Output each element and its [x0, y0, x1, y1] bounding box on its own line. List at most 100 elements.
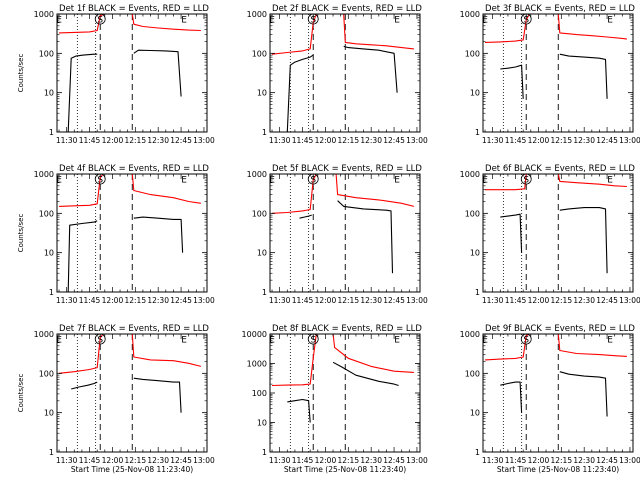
det6-x-tick-label: 11:45	[505, 296, 527, 305]
det6-events-series-segment-1	[500, 213, 523, 253]
det5-event-marker-circle	[307, 173, 319, 185]
det9-events-series-segment-2	[559, 371, 608, 417]
det7-lld-series-segment-1	[58, 333, 104, 374]
det1-x-tick-label: 12:30	[147, 136, 169, 145]
det1-x-tick-label: 11:30	[56, 136, 78, 145]
det3-x-tick-label: 12:00	[528, 136, 550, 145]
det8-x-tick-label: 12:15	[337, 456, 359, 465]
det7-x-tick-label: 11:45	[79, 456, 101, 465]
det6-event-marker-3: E	[607, 176, 613, 186]
det1-y-tick-label: 1	[49, 128, 54, 137]
det7-y-tick-label: 1000	[34, 330, 54, 339]
det1-x-tick-label: 11:45	[79, 136, 101, 145]
det7-y-tick-label: 10	[44, 409, 54, 418]
det8-chart-title: Det 8f BLACK = Events, RED = LLD	[272, 324, 422, 334]
det3-x-tick-label: 12:15	[550, 136, 572, 145]
det3-y-tick-label: 10	[470, 89, 480, 98]
det8-lld-series-segment-1	[271, 333, 317, 387]
det3-plot-frame	[482, 13, 634, 133]
det9-x-tick-label: 12:15	[550, 456, 572, 465]
det9-y-tick-label: 1000	[460, 330, 480, 339]
det9-x-tick-label: 12:45	[596, 456, 618, 465]
det2-x-tick-label: 13:00	[406, 136, 428, 145]
det8-x-tick-label: 11:30	[269, 456, 291, 465]
det9-y-tick-label: 100	[465, 369, 480, 378]
det6-event-marker-1: E	[482, 176, 488, 186]
det6-x-tick-label: 11:30	[482, 296, 504, 305]
det8-x-tick-label: 12:00	[315, 456, 337, 465]
det7-lld-series-segment-2	[131, 333, 202, 367]
det8-event-marker-1: E	[269, 336, 275, 346]
det8-y-tick-label: 100	[252, 389, 267, 398]
det5-event-marker-2: S	[310, 176, 316, 186]
det3-events-series-segment-2	[559, 53, 608, 99]
det3-event-marker-circle	[520, 13, 532, 25]
det1-x-tick-label: 12:15	[124, 136, 146, 145]
det5-chart-title: Det 5f BLACK = Events, RED = LLD	[272, 164, 422, 174]
det6-chart-title: Det 6f BLACK = Events, RED = LLD	[485, 164, 635, 174]
det3-y-tick-label: 1000	[460, 10, 480, 19]
det8-events-series-segment-1	[287, 398, 311, 423]
det6-y-tick-label: 10	[470, 249, 480, 258]
det5-plot-frame	[269, 173, 421, 293]
det5-event-marker-3: E	[394, 176, 400, 186]
det6-plot-frame	[482, 173, 634, 293]
det6-y-tick-label: 100	[465, 209, 480, 218]
det7-x-tick-label: 12:45	[170, 456, 192, 465]
det3-y-tick-label: 1	[475, 128, 480, 137]
det1-event-marker-1: E	[56, 16, 62, 26]
det7-event-marker-circle	[94, 333, 106, 345]
det1-y-axis-label: Counts/sec	[17, 54, 25, 93]
det7-chart-title: Det 7f BLACK = Events, RED = LLD	[59, 324, 209, 334]
det7-event-marker-1: E	[56, 336, 62, 346]
det4-y-tick-label: 10	[44, 249, 54, 258]
det4-events-series-segment-2	[133, 216, 184, 253]
det3-x-tick-label: 11:30	[482, 136, 504, 145]
det8-x-axis-label: Start Time (25-Nov-08 11:23:40)	[284, 465, 406, 474]
det8-lld-series-segment-2	[332, 333, 414, 373]
det4-x-tick-label: 12:45	[170, 296, 192, 305]
det2-y-tick-label: 100	[252, 49, 267, 58]
det9-event-marker-circle	[520, 333, 532, 345]
det6-x-tick-label: 12:45	[596, 296, 618, 305]
det7-x-tick-label: 12:30	[147, 456, 169, 465]
det4-event-marker-circle	[94, 173, 106, 185]
det7-events-series-segment-2	[133, 377, 182, 413]
det6-events-series-segment-2	[559, 207, 608, 274]
det4-y-tick-label: 100	[39, 209, 54, 218]
det7-y-axis-label: Counts/sec	[17, 374, 25, 413]
det3-event-marker-2: S	[523, 16, 529, 26]
det2-events-series-segment-1	[286, 54, 314, 133]
det2-chart-title: Det 2f BLACK = Events, RED = LLD	[272, 4, 422, 14]
det1-event-marker-3: E	[181, 16, 187, 26]
det9-lld-series-segment-2	[557, 333, 627, 357]
det7-x-tick-label: 12:15	[124, 456, 146, 465]
det7-events-series-segment-1	[71, 381, 98, 390]
det5-x-tick-label: 13:00	[406, 296, 428, 305]
det9-x-tick-label: 12:00	[528, 456, 550, 465]
det8-x-tick-label: 12:45	[383, 456, 405, 465]
det8-x-tick-label: 12:30	[360, 456, 382, 465]
det8-y-tick-label: 10	[257, 419, 267, 428]
det3-event-marker-3: E	[607, 16, 613, 26]
det2-x-tick-label: 11:30	[269, 136, 291, 145]
det9-lld-series-segment-1	[484, 333, 530, 361]
det2-y-tick-label: 1	[262, 128, 267, 137]
det5-x-tick-label: 12:30	[360, 296, 382, 305]
det1-y-tick-label: 100	[39, 49, 54, 58]
det2-x-tick-label: 12:15	[337, 136, 359, 145]
det9-plot-frame	[482, 333, 634, 453]
det2-event-marker-circle	[307, 13, 319, 25]
det4-x-tick-label: 12:30	[147, 296, 169, 305]
det3-chart-title: Det 3f BLACK = Events, RED = LLD	[485, 4, 635, 14]
det8-event-marker-circle	[307, 333, 319, 345]
det2-lld-series-segment-1	[271, 13, 317, 55]
det1-lld-series-segment-2	[131, 13, 201, 32]
det9-event-marker-2: S	[523, 336, 529, 346]
det4-x-tick-label: 12:00	[102, 296, 124, 305]
det7-event-marker-3: E	[181, 336, 187, 346]
det3-y-tick-label: 100	[465, 49, 480, 58]
det4-event-marker-2: S	[97, 176, 103, 186]
det5-y-tick-label: 1	[262, 288, 267, 297]
det1-y-tick-label: 10	[44, 89, 54, 98]
